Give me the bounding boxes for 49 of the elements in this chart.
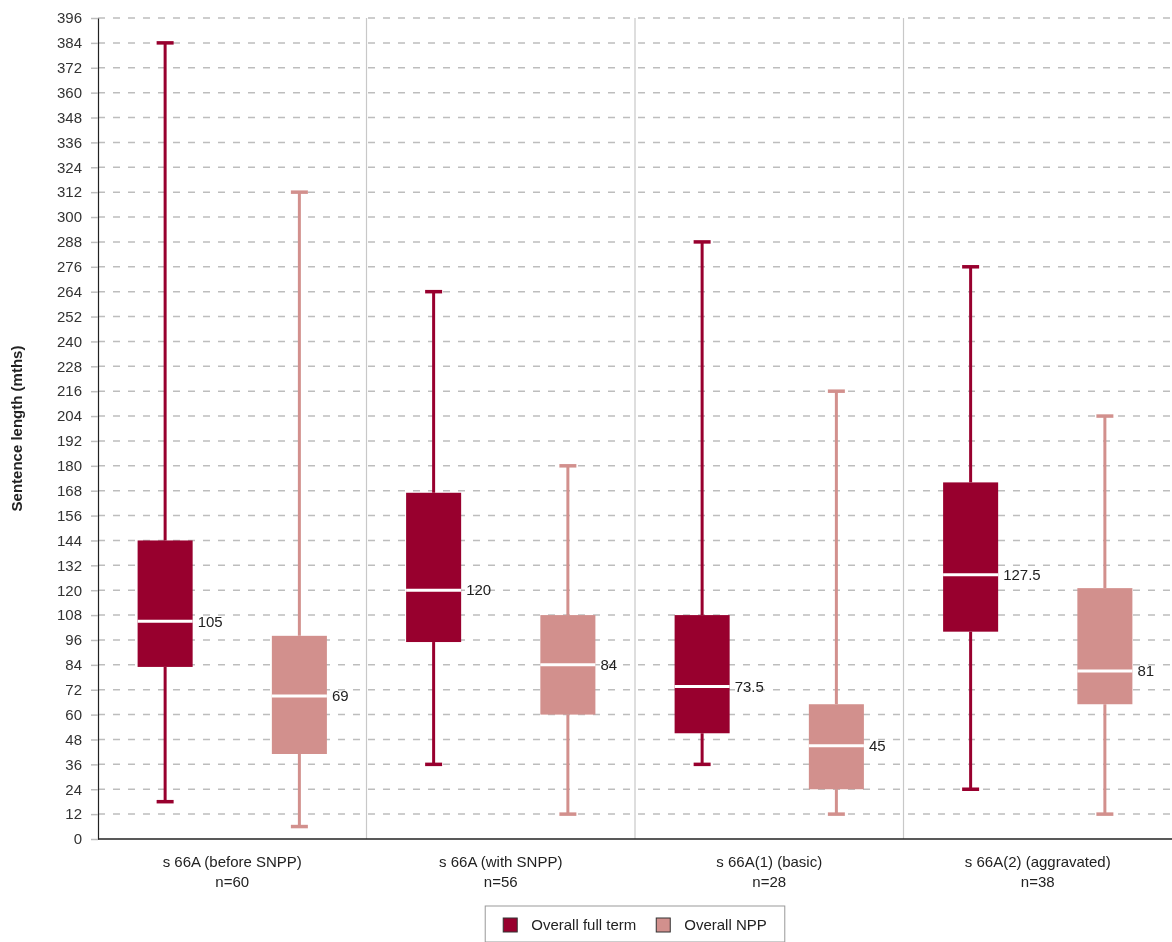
text: 120: [466, 581, 492, 599]
y-axis-title: Sentence length (mths): [8, 345, 25, 512]
text: 84: [600, 656, 618, 674]
y-tick-label: 324: [56, 158, 82, 176]
y-tick-label: 216: [56, 382, 82, 400]
y-tick-label: 48: [65, 730, 82, 748]
y-tick-label: 360: [56, 83, 82, 101]
legend-label: Overall full term: [531, 916, 637, 934]
x-tick-label: s 66A (before SNPP) n=60: [162, 853, 302, 890]
y-tick-label: 96: [65, 631, 82, 649]
y-tick-label: 228: [56, 357, 82, 375]
y-tick-label: 252: [56, 307, 82, 325]
text: 105: [197, 612, 223, 630]
y-tick-label: 336: [56, 133, 82, 151]
y-tick-label: 132: [56, 556, 82, 574]
y-tick-label: 372: [56, 59, 82, 77]
text: 73.5: [734, 677, 764, 695]
y-tick-label: 192: [56, 432, 82, 450]
y-tick-label: 156: [56, 506, 82, 524]
y-tick-label: 12: [65, 805, 82, 823]
y-tick-label: 120: [56, 581, 82, 599]
y-tick-label: 288: [56, 233, 82, 251]
y-tick-label: 300: [56, 208, 82, 226]
y-tick-label: 384: [56, 34, 82, 52]
x-tick-label: s 66A (with SNPP) n=56: [439, 853, 563, 890]
y-tick-label: 72: [65, 681, 82, 699]
legend-label: Overall NPP: [684, 916, 767, 934]
y-tick-label: 24: [65, 780, 82, 798]
x-tick-label: s 66A(1) (basic) n=28: [716, 853, 823, 890]
text: 69: [331, 687, 349, 705]
y-tick-label: 396: [56, 9, 82, 27]
y-tick-label: 144: [56, 531, 82, 549]
text: 127.5: [1003, 565, 1041, 583]
y-tick-label: 180: [56, 457, 82, 475]
y-tick-label: 84: [65, 656, 82, 674]
y-tick-label: 36: [65, 755, 82, 773]
y-tick-label: 348: [56, 108, 82, 126]
y-tick-label: 312: [56, 183, 82, 201]
y-tick-label: 264: [56, 282, 82, 300]
text: 45: [868, 736, 886, 754]
y-tick-label: 60: [65, 705, 82, 723]
text: 81: [1137, 662, 1155, 680]
y-tick-label: 168: [56, 482, 82, 499]
y-tick-label: 0: [73, 830, 82, 848]
y-tick-label: 240: [56, 332, 82, 350]
x-tick-label: s 66A(2) (aggravated) n=38: [964, 853, 1111, 890]
y-tick-label: 204: [56, 407, 82, 425]
y-tick-label: 108: [56, 606, 82, 624]
y-tick-label: 276: [56, 258, 82, 276]
